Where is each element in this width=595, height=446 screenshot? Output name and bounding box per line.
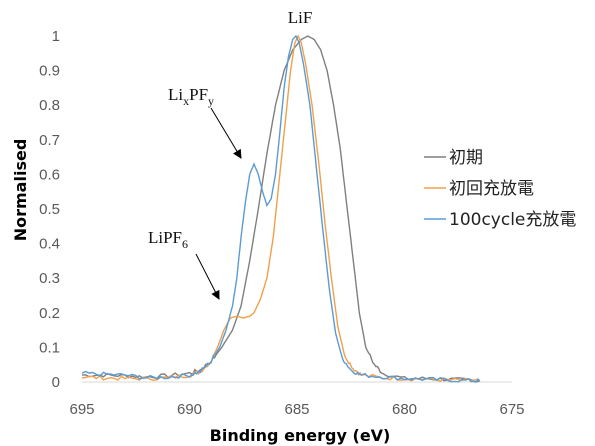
series-line-2 xyxy=(81,34,481,383)
y-tick-label: 0.7 xyxy=(39,132,60,149)
y-tick-label: 0.4 xyxy=(39,236,60,253)
series-line-0 xyxy=(81,35,480,383)
x-axis-title: Binding energy (eV) xyxy=(210,426,391,445)
y-tick-label: 0.2 xyxy=(39,305,60,322)
legend-label: 初期 xyxy=(449,148,483,168)
series-group xyxy=(81,34,481,383)
x-tick-label: 675 xyxy=(499,401,524,418)
x-tick-label: 695 xyxy=(69,401,94,418)
legend-label: 100cycle充放電 xyxy=(449,210,576,230)
y-tick-label: 0.3 xyxy=(39,270,60,287)
annotation-lif: LiF xyxy=(288,8,313,27)
y-tick-label: 0.9 xyxy=(39,63,60,80)
annotations: LiF LixPFy LiPF6 xyxy=(148,8,313,300)
annotation-lipf6: LiPF6 xyxy=(148,228,188,251)
y-tick-label: 0.8 xyxy=(39,97,60,114)
y-tick-label: 0.1 xyxy=(39,339,60,356)
y-tick-label: 1 xyxy=(52,28,60,45)
y-tick-label: 0.5 xyxy=(39,201,60,218)
x-tick-label: 690 xyxy=(177,401,202,418)
y-axis-title: Normalised xyxy=(11,139,30,242)
x-tick-label: 680 xyxy=(392,401,417,418)
y-tick-labels: 0 0.1 0.2 0.3 0.4 0.5 0.6 0.7 0.8 0.9 1 xyxy=(39,28,60,391)
y-tick-label: 0 xyxy=(52,374,60,391)
annotation-arrow xyxy=(210,107,242,159)
x-tick-labels: 695 690 685 680 675 xyxy=(69,401,524,418)
legend-label: 初回充放電 xyxy=(449,179,534,199)
x-tick-label: 685 xyxy=(284,401,309,418)
annotation-lixpfy: LixPFy xyxy=(168,85,214,108)
series-line-1 xyxy=(81,34,481,383)
y-tick-label: 0.6 xyxy=(39,166,60,183)
annotation-arrow xyxy=(195,253,220,300)
